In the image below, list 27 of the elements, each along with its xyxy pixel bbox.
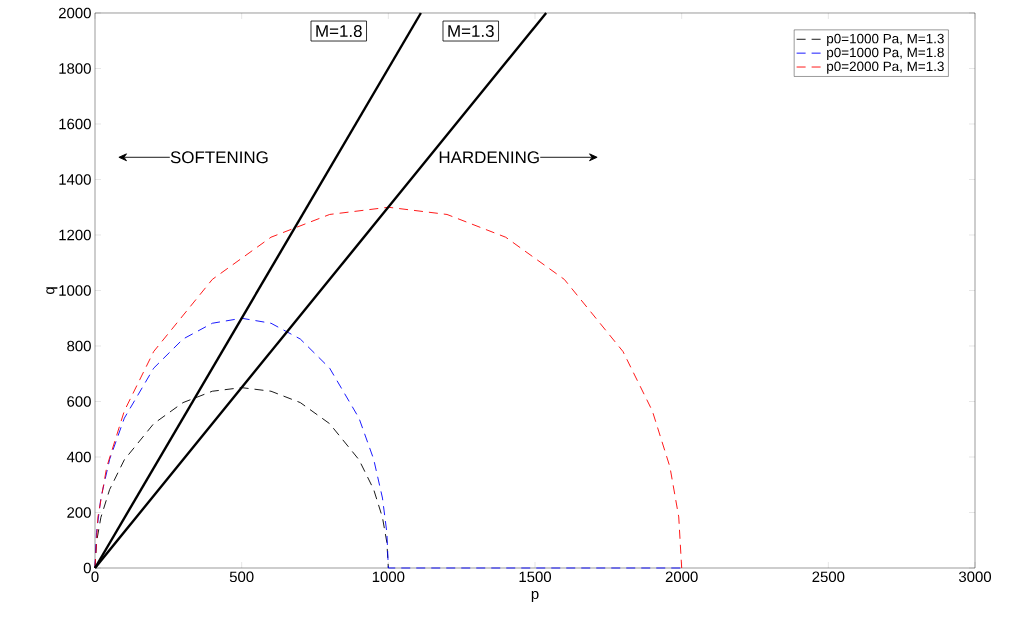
legend-label: p0=2000 Pa, M=1.3 <box>827 61 944 74</box>
annotation: M=1.8 <box>316 25 362 38</box>
annotation: M=1.3 <box>448 25 494 38</box>
x-axis-title: p <box>531 590 539 603</box>
y-tick-label: 800 <box>67 340 91 352</box>
annotation: SOFTENING <box>170 151 268 164</box>
y-tick-label: 0 <box>83 562 91 574</box>
y-tick-label: 2000 <box>58 7 91 19</box>
y-tick-label: 1000 <box>59 285 91 296</box>
x-tick-label: 2000 <box>665 571 698 583</box>
y-tick-label: 1600 <box>59 118 91 130</box>
y-tick-label: 1800 <box>59 63 91 74</box>
annotation: HARDENING <box>439 151 539 164</box>
legend-label: p0=1000 Pa, M=1.8 <box>827 47 944 60</box>
x-tick-label: 0 <box>91 571 99 583</box>
x-tick-label: 1000 <box>372 571 405 583</box>
legend-label: p0=1000 Pa, M=1.3 <box>827 33 944 47</box>
y-tick-label: 200 <box>67 507 91 518</box>
x-tick-label: 3000 <box>958 571 992 583</box>
y-tick-label: 600 <box>67 396 91 407</box>
x-tick-label: 2500 <box>812 571 845 583</box>
y-axis-title: q <box>46 287 58 295</box>
x-tick-label: 1500 <box>519 571 552 583</box>
x-tick-label: 500 <box>229 571 254 583</box>
y-tick-label: 1200 <box>59 229 91 241</box>
y-tick-label: 400 <box>66 451 91 463</box>
y-tick-label: 1400 <box>59 174 91 185</box>
